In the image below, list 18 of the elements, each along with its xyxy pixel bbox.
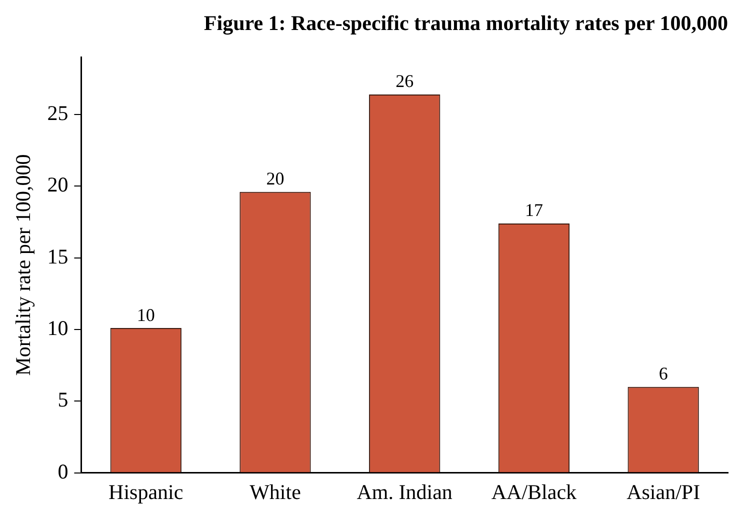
- x-tick-label: White: [250, 480, 301, 504]
- y-axis-title: Mortality rate per 100,000: [11, 154, 36, 376]
- chart-title: Figure 1: Race-specific trauma mortality rates per 100,000: [204, 11, 728, 36]
- y-tick-label: 5: [58, 388, 68, 412]
- data-label: 10: [136, 304, 155, 325]
- y-tick-label: 20: [47, 172, 68, 197]
- y-tick-label: 15: [47, 244, 68, 268]
- x-tick-label: Am. Indian: [356, 480, 453, 504]
- data-label: 20: [266, 168, 284, 189]
- data-label: 6: [658, 364, 668, 384]
- data-label: 26: [396, 71, 414, 92]
- x-tick-label: Hispanic: [108, 480, 184, 504]
- x-tick-label: AA/Black: [491, 480, 578, 504]
- x-tick-label: Asian/PI: [626, 480, 700, 504]
- data-label: 17: [524, 200, 543, 220]
- y-tick-label: 0: [58, 459, 68, 484]
- y-tick-label: 10: [47, 316, 68, 340]
- y-tick-label: 25: [47, 101, 68, 126]
